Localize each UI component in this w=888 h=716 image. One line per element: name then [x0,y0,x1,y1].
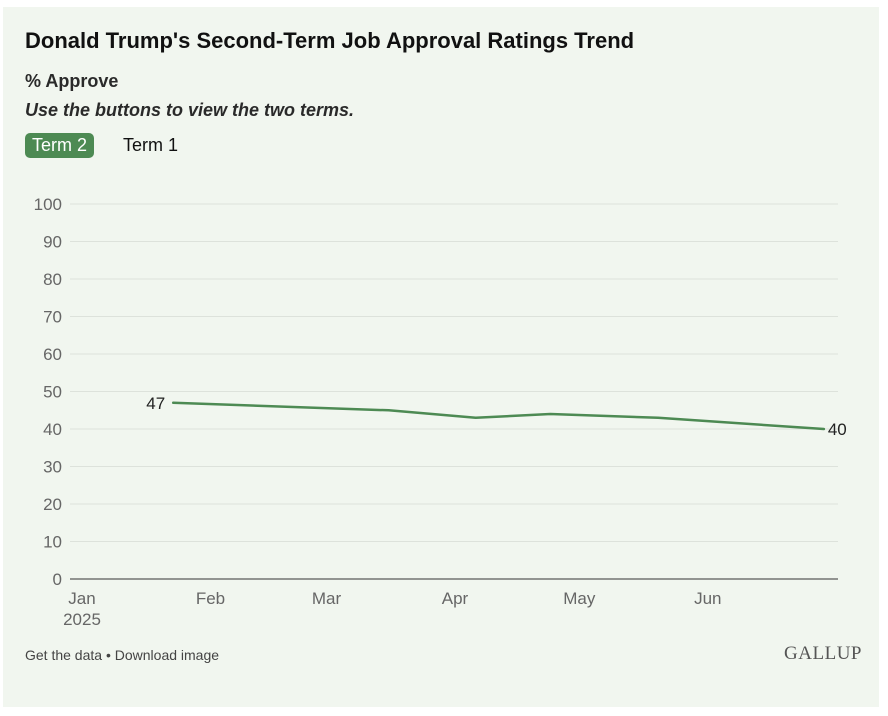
x-tick-label-jun: Jun [694,589,721,608]
x-tick-label-apr: Apr [442,589,469,608]
series-line-0 [171,401,826,431]
y-tick-label-30: 30 [43,458,62,477]
x-tick-label-mar: Mar [312,589,342,608]
y-tick-label-10: 10 [43,533,62,552]
y-tick-label-80: 80 [43,270,62,289]
gallup-logo: GALLUP [784,643,862,664]
x-tick-label-may: May [563,589,596,608]
data-label-47: 47 [146,394,165,413]
get-data-link[interactable]: Get the data [25,647,103,663]
y-tick-label-50: 50 [43,383,62,402]
y-tick-label-60: 60 [43,345,62,364]
y-tick-label-40: 40 [43,420,62,439]
chart-card [3,7,879,707]
x-tick-label-jan: Jan [68,589,95,608]
chart-subtitle: % Approve [25,71,119,91]
download-image-link[interactable]: Download image [114,647,220,663]
footer-links: Get the data • Download image [25,647,219,663]
instruction-text: Use the buttons to view the two terms. [25,100,355,120]
x-tick-label-feb: Feb [196,589,225,608]
y-tick-label-0: 0 [53,570,62,589]
y-tick-label-100: 100 [34,195,62,214]
y-tick-label-20: 20 [43,495,62,514]
data-label-40: 40 [828,420,847,439]
y-tick-label-90: 90 [43,233,62,252]
chart-title: Donald Trump's Second-Term Job Approval … [25,28,635,53]
term-2-button[interactable]: Term 2 [25,133,95,158]
footer-separator: • [102,647,115,663]
term-1-button[interactable]: Term 1 [116,133,185,158]
x-tick-sublabel-year: 2025 [63,610,101,629]
y-tick-label-70: 70 [43,308,62,327]
